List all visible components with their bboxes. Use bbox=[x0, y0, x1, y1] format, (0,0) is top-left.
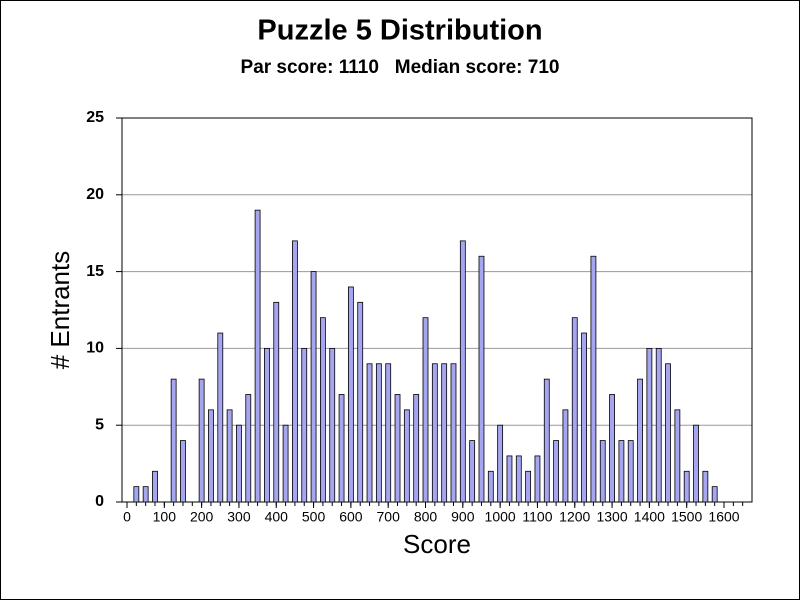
x-axis-title: Score bbox=[403, 529, 471, 559]
x-tick-label: 1400 bbox=[634, 509, 665, 525]
bar bbox=[319, 317, 326, 503]
bar bbox=[487, 470, 494, 503]
bar bbox=[469, 440, 476, 503]
bar bbox=[394, 394, 401, 503]
y-tick-label: 5 bbox=[95, 416, 104, 433]
x-tick-label: 200 bbox=[190, 509, 214, 525]
bar bbox=[142, 486, 149, 503]
bar bbox=[655, 347, 662, 503]
bar bbox=[422, 317, 429, 503]
bar bbox=[310, 271, 317, 503]
x-tick-label: 100 bbox=[153, 509, 177, 525]
y-tick-label: 20 bbox=[86, 186, 104, 203]
bar bbox=[497, 424, 504, 503]
bar bbox=[180, 440, 186, 503]
bar bbox=[347, 286, 354, 503]
x-tick-label: 1200 bbox=[559, 509, 590, 525]
x-tick-label: 600 bbox=[339, 509, 363, 525]
x-tick-label: 1600 bbox=[708, 509, 739, 525]
bar bbox=[329, 347, 336, 503]
bar bbox=[226, 409, 233, 503]
bar bbox=[441, 363, 448, 503]
x-tick-label: 1300 bbox=[596, 509, 627, 525]
bar bbox=[366, 363, 373, 503]
x-tick-label: 1000 bbox=[485, 509, 516, 525]
bar bbox=[450, 363, 457, 503]
bar bbox=[590, 255, 597, 503]
bar bbox=[506, 455, 513, 503]
bar bbox=[525, 470, 532, 503]
bar bbox=[562, 409, 569, 503]
bar bbox=[413, 394, 420, 503]
x-tick-label: 500 bbox=[302, 509, 326, 525]
x-tick-label: 900 bbox=[451, 509, 475, 525]
bar bbox=[618, 440, 625, 503]
chart-title: Puzzle 5 Distribution bbox=[257, 15, 542, 47]
bar bbox=[236, 424, 242, 503]
bar bbox=[674, 409, 681, 503]
bar bbox=[711, 486, 718, 503]
x-tick-label: 700 bbox=[377, 509, 401, 525]
bar bbox=[478, 255, 485, 503]
bar bbox=[534, 455, 541, 503]
bar bbox=[254, 209, 261, 503]
bar bbox=[515, 455, 522, 503]
x-tick-label: 800 bbox=[414, 509, 438, 525]
bar bbox=[264, 347, 270, 503]
chart-subtitle: Par score: 1110 Median score: 710 bbox=[241, 57, 560, 78]
bar bbox=[245, 394, 252, 503]
x-tick-label: 300 bbox=[227, 509, 251, 525]
x-tick-label: 1100 bbox=[522, 509, 552, 525]
bar bbox=[133, 486, 140, 503]
bar bbox=[459, 240, 466, 503]
x-tick-label: 1500 bbox=[671, 509, 702, 525]
bar bbox=[273, 301, 280, 503]
bar bbox=[292, 240, 298, 503]
bar bbox=[217, 332, 224, 503]
bar bbox=[543, 378, 550, 503]
bar bbox=[702, 470, 709, 503]
bar bbox=[665, 363, 671, 503]
bar bbox=[208, 409, 214, 503]
bar bbox=[198, 378, 205, 503]
bar bbox=[431, 363, 438, 503]
y-tick-label: 0 bbox=[95, 493, 104, 510]
bar bbox=[693, 424, 699, 503]
bar bbox=[599, 440, 606, 503]
bar bbox=[553, 440, 560, 503]
bar bbox=[637, 378, 643, 503]
bar bbox=[338, 394, 345, 503]
bar bbox=[646, 347, 653, 503]
bar bbox=[571, 317, 578, 503]
y-tick-label: 15 bbox=[86, 263, 104, 280]
y-tick-label: 10 bbox=[86, 340, 104, 357]
y-axis-title: # Entrants bbox=[45, 251, 75, 370]
bar bbox=[282, 424, 289, 503]
x-tick-label: 0 bbox=[123, 509, 131, 525]
bar bbox=[581, 332, 587, 503]
y-tick-label: 25 bbox=[86, 109, 104, 126]
bar bbox=[385, 363, 392, 503]
bar bbox=[683, 470, 690, 503]
bar bbox=[357, 301, 364, 503]
bar bbox=[301, 347, 308, 503]
bar bbox=[609, 394, 615, 503]
bar bbox=[152, 470, 158, 503]
x-tick-label: 400 bbox=[265, 509, 289, 525]
bar bbox=[170, 378, 177, 503]
bar bbox=[375, 363, 382, 503]
bar bbox=[403, 409, 410, 503]
bar bbox=[627, 440, 634, 503]
